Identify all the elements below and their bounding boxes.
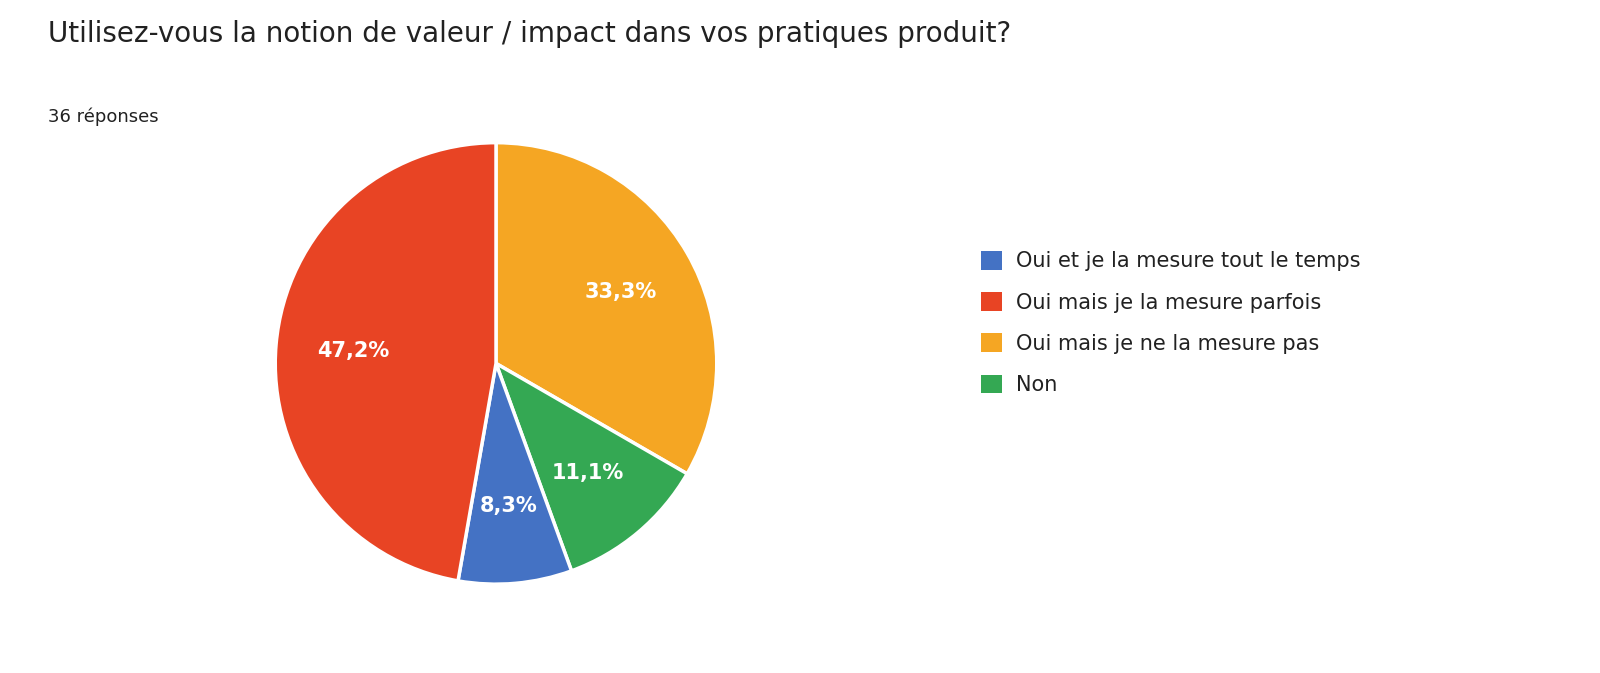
Text: 11,1%: 11,1% <box>552 463 624 483</box>
Text: Utilisez-vous la notion de valeur / impact dans vos pratiques produit?: Utilisez-vous la notion de valeur / impa… <box>48 20 1011 48</box>
Wedge shape <box>458 363 571 584</box>
Text: 33,3%: 33,3% <box>584 282 656 302</box>
Text: 8,3%: 8,3% <box>480 497 538 516</box>
Legend: Oui et je la mesure tout le temps, Oui mais je la mesure parfois, Oui mais je ne: Oui et je la mesure tout le temps, Oui m… <box>971 240 1371 406</box>
Text: 47,2%: 47,2% <box>317 341 389 361</box>
Text: 36 réponses: 36 réponses <box>48 108 158 126</box>
Wedge shape <box>275 143 496 581</box>
Wedge shape <box>496 143 717 474</box>
Wedge shape <box>496 363 686 571</box>
